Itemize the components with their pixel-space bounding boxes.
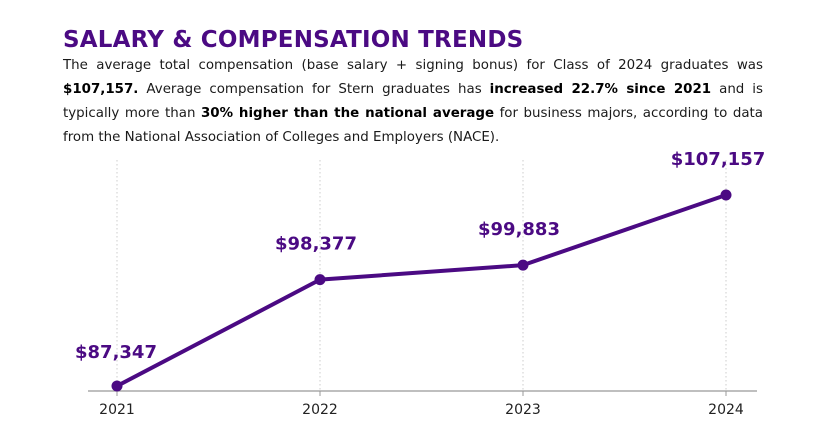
data-label-2024: $107,157 — [671, 149, 766, 170]
data-point-2021 — [111, 380, 123, 392]
intro-text-4: for business majors, according to data f… — [63, 106, 763, 145]
x-tick-label-2022: 2022 — [302, 402, 338, 418]
intro-highlight-increase: increased 22.7% since 2021 — [489, 82, 712, 97]
intro-highlight-average: $107,157. — [63, 82, 139, 97]
series-line — [115, 193, 728, 388]
x-tick-label-2024: 2024 — [708, 402, 744, 418]
data-point-2022 — [314, 274, 326, 286]
section-heading: SALARY & COMPENSATION TRENDS — [63, 27, 524, 53]
data-point-2023 — [517, 259, 529, 271]
intro-text-3: and is typically more than — [63, 82, 763, 121]
intro-text-2: Average compensation for Stern graduates… — [138, 82, 490, 97]
data-label-2022: $98,377 — [275, 234, 357, 255]
x-tick-label-2021: 2021 — [99, 402, 135, 418]
x-tick-label-2023: 2023 — [505, 402, 541, 418]
intro-highlight-national: 30% higher than the national average — [200, 106, 495, 121]
data-label-2021: $87,347 — [75, 342, 157, 363]
data-label-2023: $99,883 — [478, 219, 560, 240]
intro-paragraph: The average total compensation (base sal… — [63, 54, 763, 150]
intro-text-1: The average total compensation (base sal… — [63, 58, 763, 73]
data-point-2024 — [720, 189, 732, 201]
